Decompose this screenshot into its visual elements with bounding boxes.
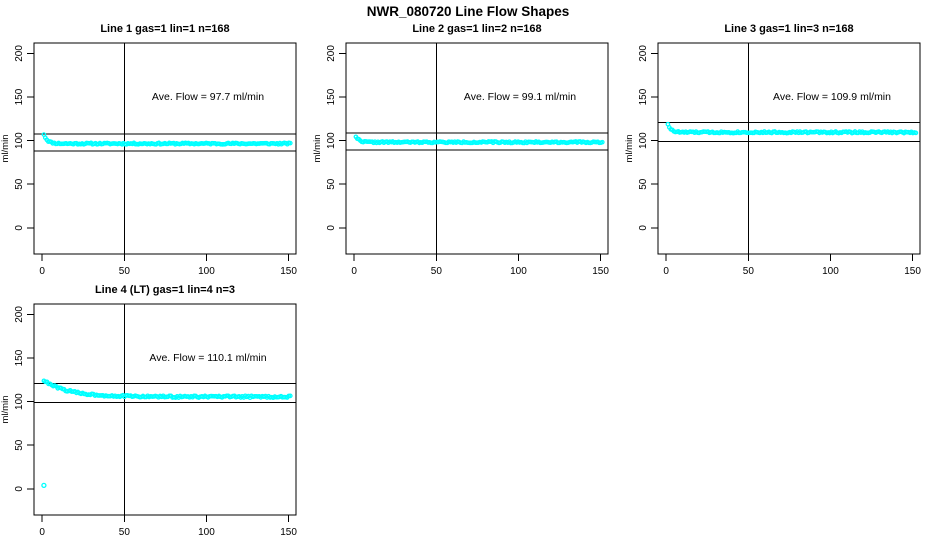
ave-flow-annotation: Ave. Flow = 110.1 ml/min <box>149 352 266 364</box>
plot-box <box>345 42 609 255</box>
scatter-points <box>353 134 605 146</box>
x-tick-label: 150 <box>904 266 921 277</box>
x-tick-label: 50 <box>119 266 131 277</box>
ave-flow-annotation: Ave. Flow = 99.1 ml/min <box>464 91 576 103</box>
y-tick-label: 200 <box>638 45 649 62</box>
y-tick-label: 200 <box>14 45 25 62</box>
x-tick-label: 150 <box>280 527 297 538</box>
y-tick-label: 50 <box>14 439 25 451</box>
plot-box <box>33 303 297 516</box>
y-tick-label: 150 <box>326 88 337 105</box>
y-tick-label: 150 <box>14 349 25 366</box>
panel-3: 0 50 100 150 0 50 100 150 200 ml/min Line 3 gas=1 … <box>624 23 921 277</box>
x-tick-label: 150 <box>592 266 609 277</box>
x-tick-label: 150 <box>280 266 297 277</box>
y-axis-label: ml/min <box>0 135 11 163</box>
y-tick-label: 150 <box>638 88 649 105</box>
y-tick-label: 0 <box>14 225 25 231</box>
y-axis-label: ml/min <box>624 135 635 163</box>
ave-flow-annotation: Ave. Flow = 109.9 ml/min <box>773 91 891 103</box>
figure-title: NWR_080720 Line Flow Shapes <box>367 4 570 19</box>
x-tick-label: 0 <box>39 266 45 277</box>
y-tick-label: 100 <box>326 132 337 149</box>
y-tick-label: 0 <box>638 225 649 231</box>
panel-title: Line 4 (LT) gas=1 lin=4 n=3 <box>95 284 235 296</box>
y-tick-label: 150 <box>14 88 25 105</box>
x-tick-label: 0 <box>39 527 45 538</box>
panel-4: 0 50 100 150 0 50 100 150 200 ml/min Line 4 (LT) g… <box>0 284 297 538</box>
y-tick-label: 0 <box>14 486 25 492</box>
panel-title: Line 2 gas=1 lin=2 n=168 <box>412 23 541 35</box>
y-tick-label: 50 <box>14 178 25 190</box>
y-axis-label: ml/min <box>312 135 323 163</box>
plot-box <box>33 42 297 255</box>
x-tick-label: 50 <box>119 527 131 538</box>
x-tick-label: 0 <box>663 266 669 277</box>
y-tick-label: 100 <box>14 393 25 410</box>
scatter-points <box>41 132 293 147</box>
x-tick-label: 50 <box>743 266 755 277</box>
y-tick-label: 200 <box>14 306 25 323</box>
x-tick-label: 100 <box>198 266 215 277</box>
plot-box <box>657 42 921 255</box>
panel-1: 0 50 100 150 0 50 100 150 200 ml/min Line 1 gas=1 … <box>0 23 297 277</box>
x-tick-label: 0 <box>351 266 357 277</box>
panel-title: Line 1 gas=1 lin=1 n=168 <box>100 23 229 35</box>
y-tick-label: 0 <box>326 225 337 231</box>
outlier-point <box>41 482 47 489</box>
y-tick-label: 50 <box>638 178 649 190</box>
x-tick-label: 50 <box>431 266 443 277</box>
ave-flow-annotation: Ave. Flow = 97.7 ml/min <box>152 91 264 103</box>
x-tick-label: 100 <box>198 527 215 538</box>
panel-2: 0 50 100 150 0 50 100 150 200 ml/min Line 2 gas=1 … <box>312 23 609 277</box>
x-tick-label: 100 <box>822 266 839 277</box>
y-tick-label: 100 <box>638 132 649 149</box>
scatter-points <box>41 378 293 489</box>
y-tick-label: 200 <box>326 45 337 62</box>
x-tick-label: 100 <box>510 266 527 277</box>
scatter-points <box>665 121 919 136</box>
y-axis-label: ml/min <box>0 396 11 424</box>
panel-title: Line 3 gas=1 lin=3 n=168 <box>724 23 853 35</box>
y-tick-label: 50 <box>326 178 337 190</box>
y-tick-label: 100 <box>14 132 25 149</box>
